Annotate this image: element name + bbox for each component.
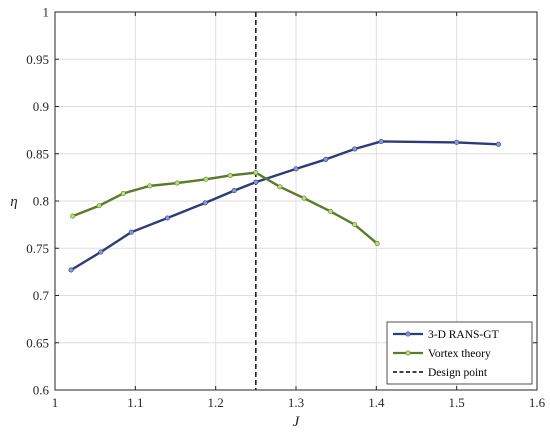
x-tick-label: 1.3 [288,395,304,410]
data-point [227,172,233,178]
legend: 3-D RANS-GT Vortex theory Design point [386,321,533,385]
series-rans-gt [68,138,501,273]
y-axis-label: η [10,194,17,210]
x-tick-label: 1.4 [368,395,385,410]
data-point [70,213,76,219]
y-tick-label: 0.65 [26,335,49,350]
y-tick-label: 1 [43,5,50,20]
data-point [174,180,180,186]
y-tick-label: 0.6 [33,383,50,398]
tick-labels: 1 1.1 1.2 1.3 1.4 1.5 1.6 0.6 0.65 0.7 0.75 0.8 0.85… [26,5,545,411]
y-tick-label: 0.9 [33,99,49,114]
data-point [202,200,208,206]
data-point [120,190,126,196]
data-point [253,170,259,176]
y-tick-label: 0.7 [33,288,50,303]
y-tick-label: 0.8 [33,194,49,209]
legend-entry: Design point [393,367,488,379]
ticks [54,11,538,391]
legend-marker [405,350,411,356]
data-point [68,267,74,273]
data-point [277,184,283,190]
x-tick-label: 1.5 [449,395,465,410]
data-point [96,203,102,209]
y-tick-label: 0.85 [26,146,49,161]
y-tick-label: 0.75 [26,241,49,256]
data-point [203,176,209,182]
legend-label: 3-D RANS-GT [428,329,499,341]
data-point [293,166,299,172]
data-point [374,241,380,247]
legend-label: Design point [428,367,488,379]
legend-entry: Vortex theory [393,348,491,360]
data-point [128,229,134,235]
x-tick-label: 1 [52,395,59,410]
x-tick-label: 1.2 [208,395,224,410]
data-point [495,141,501,147]
data-point [164,215,170,221]
data-point [454,139,460,145]
legend-entry: 3-D RANS-GT [393,329,499,341]
data-point [352,222,358,228]
legend-label: Vortex theory [428,348,491,360]
series-vortex-theory [70,170,380,247]
legend-marker [405,331,411,337]
data-point [147,183,153,189]
data-point [352,146,358,152]
x-axis-label: J [293,414,301,430]
series-layer [68,138,501,273]
data-point [253,179,259,185]
y-tick-label: 0.95 [26,52,49,67]
data-point [323,156,329,162]
data-point [378,138,384,144]
data-point [328,208,334,214]
x-tick-label: 1.6 [529,395,546,410]
data-point [231,188,237,194]
x-tick-label: 1.1 [127,395,143,410]
data-point [301,195,307,201]
data-point [98,249,104,255]
